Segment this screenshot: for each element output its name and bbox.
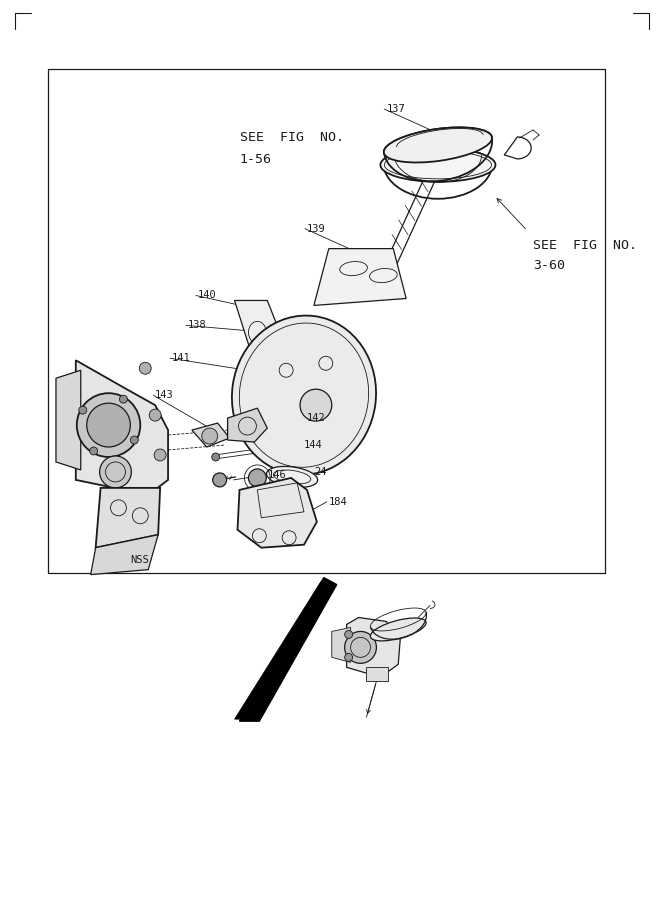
Circle shape (139, 363, 151, 374)
Circle shape (300, 389, 331, 421)
Text: 146: 146 (267, 470, 286, 480)
Ellipse shape (380, 148, 496, 182)
Circle shape (345, 632, 376, 663)
Text: 144: 144 (304, 440, 323, 450)
Text: 184: 184 (329, 497, 348, 507)
Polygon shape (76, 360, 168, 495)
Polygon shape (235, 301, 294, 373)
Ellipse shape (232, 316, 376, 475)
Circle shape (345, 653, 353, 662)
Text: 142: 142 (307, 413, 325, 423)
Circle shape (248, 469, 266, 487)
Text: 137: 137 (386, 104, 405, 114)
Polygon shape (235, 581, 334, 719)
Circle shape (130, 436, 138, 444)
Polygon shape (95, 488, 160, 548)
Text: 1-56: 1-56 (239, 153, 271, 166)
Text: 141: 141 (172, 354, 191, 364)
Polygon shape (56, 370, 81, 470)
Polygon shape (237, 478, 317, 548)
Circle shape (89, 447, 97, 455)
Circle shape (79, 406, 87, 414)
Circle shape (119, 395, 127, 403)
Ellipse shape (384, 128, 492, 163)
Ellipse shape (267, 466, 317, 488)
Text: 139: 139 (307, 224, 325, 234)
Polygon shape (331, 627, 351, 662)
Circle shape (87, 403, 130, 447)
Circle shape (77, 393, 140, 457)
Polygon shape (192, 423, 229, 447)
Polygon shape (239, 578, 337, 721)
Polygon shape (91, 535, 158, 574)
Text: SEE  FIG  NO.: SEE FIG NO. (239, 131, 344, 145)
Polygon shape (227, 408, 267, 442)
Circle shape (154, 449, 166, 461)
Circle shape (213, 472, 227, 487)
Text: 140: 140 (198, 291, 217, 301)
Text: 143: 143 (155, 391, 174, 401)
Polygon shape (314, 248, 406, 305)
Text: SEE  FIG  NO.: SEE FIG NO. (533, 238, 637, 252)
Text: 138: 138 (188, 320, 207, 330)
Ellipse shape (370, 618, 426, 641)
Circle shape (149, 410, 161, 421)
Text: NSS: NSS (130, 554, 149, 564)
Text: 24: 24 (314, 467, 326, 477)
Circle shape (99, 456, 131, 488)
Polygon shape (347, 617, 400, 678)
Circle shape (202, 428, 217, 444)
Text: 3-60: 3-60 (533, 258, 565, 272)
Circle shape (211, 453, 219, 461)
Circle shape (345, 630, 353, 638)
Bar (366, 667, 388, 681)
